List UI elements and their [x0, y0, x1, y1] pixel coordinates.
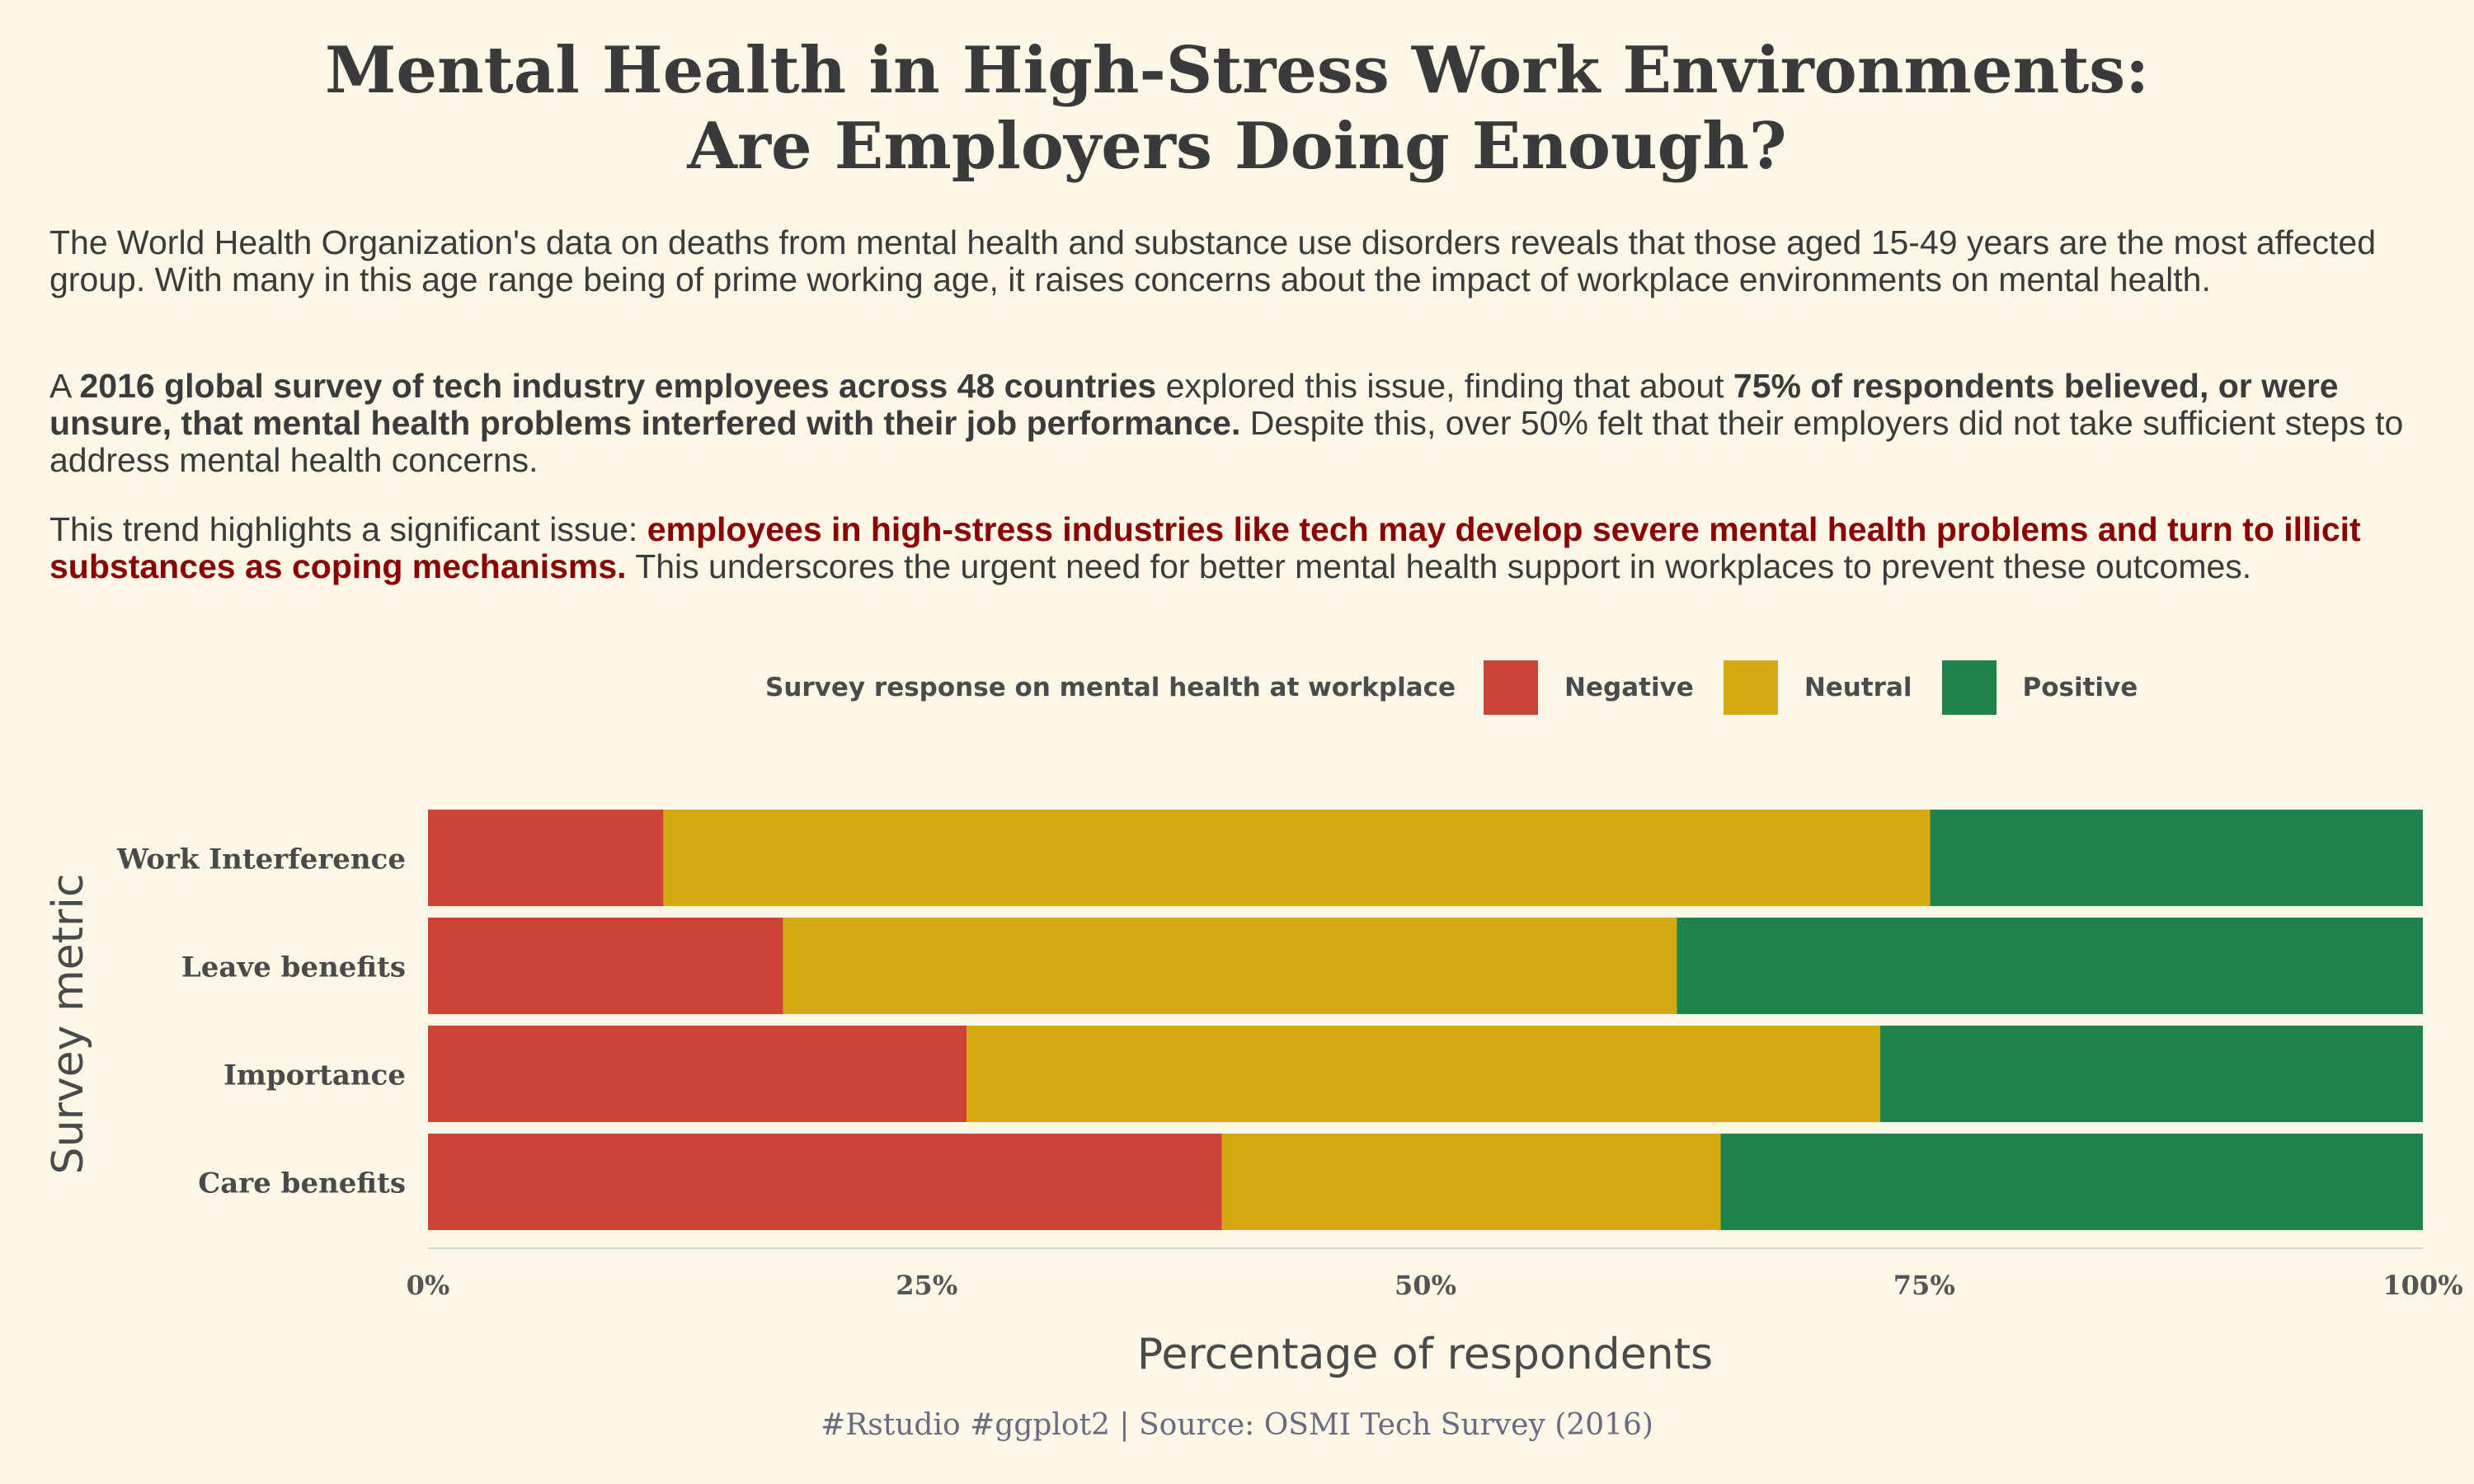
legend-item-positive: Positive [1941, 660, 2138, 715]
legend-label-neutral: Neutral [1804, 673, 1912, 702]
bar-negative-care-benefits [428, 1134, 1222, 1230]
x-tick-label: 75% [1893, 1270, 1955, 1301]
x-axis-title: Percentage of respondents [1137, 1330, 1713, 1379]
chart-title: Mental Health in High-Stress Work Enviro… [0, 33, 2474, 185]
survey-text-e: Despite this, over 50% felt that their e… [49, 404, 2404, 479]
survey-paragraph: A 2016 global survey of tech industry em… [49, 368, 2441, 479]
survey-text-b: 2016 global survey of tech industry empl… [79, 367, 1157, 405]
y-tick-label: Leave benefits [181, 951, 406, 984]
bar-negative-work-interference [428, 810, 664, 906]
bar-positive-care-benefits [1720, 1134, 2423, 1230]
legend-item-negative: Negative [1484, 660, 1694, 715]
x-tick-label: 50% [1395, 1270, 1456, 1301]
bar-neutral-importance [967, 1026, 1881, 1122]
bar-positive-importance [1880, 1026, 2423, 1122]
x-tick-label: 0% [407, 1270, 450, 1301]
intro-paragraph: The World Health Organization's data on … [49, 223, 2377, 298]
trend-text-highlight: employees in high-stress industries like… [49, 510, 2361, 585]
x-tick-label: 25% [896, 1270, 957, 1301]
y-tick-label: Importance [223, 1059, 406, 1092]
title-line-2: Are Employers Doing Enough? [687, 109, 1787, 184]
trend-text-a: This trend highlights a significant issu… [49, 510, 647, 548]
survey-text-c: explored this issue, finding that about [1156, 367, 1733, 405]
bar-neutral-care-benefits [1221, 1134, 1721, 1230]
y-tick-label: Care benefits [198, 1167, 406, 1200]
y-tick-label: Work Interference [116, 843, 406, 876]
bar-neutral-leave-benefits [783, 918, 1677, 1014]
legend-swatch-positive [1941, 660, 1997, 715]
x-tick-label: 100% [2382, 1270, 2462, 1301]
legend-swatch-negative [1484, 660, 1539, 715]
bar-negative-leave-benefits [428, 918, 783, 1014]
legend-title: Survey response on mental health at work… [765, 673, 1456, 702]
legend-item-neutral: Neutral [1723, 660, 1912, 715]
legend-label-positive: Positive [2022, 673, 2138, 702]
survey-text-a: A [49, 367, 80, 405]
legend-swatch-neutral [1723, 660, 1778, 715]
legend-label-negative: Negative [1564, 673, 1694, 702]
chart-legend: Survey response on mental health at work… [765, 660, 2167, 716]
title-line-1: Mental Health in High-Stress Work Enviro… [324, 33, 2150, 108]
survey-text-d: 75% of respondents believed, or were uns… [49, 367, 2339, 442]
bar-neutral-work-interference [663, 810, 1931, 906]
bar-positive-leave-benefits [1677, 918, 2423, 1014]
trend-paragraph: This trend highlights a significant issu… [49, 511, 2441, 585]
bar-positive-work-interference [1930, 810, 2423, 906]
bar-negative-importance [428, 1026, 967, 1122]
source-caption: #Rstudio #ggplot2 | Source: OSMI Tech Su… [821, 1408, 1653, 1442]
y-axis-title: Survey metric [44, 874, 93, 1175]
trend-text-c: This underscores the urgent need for bet… [626, 547, 2252, 585]
